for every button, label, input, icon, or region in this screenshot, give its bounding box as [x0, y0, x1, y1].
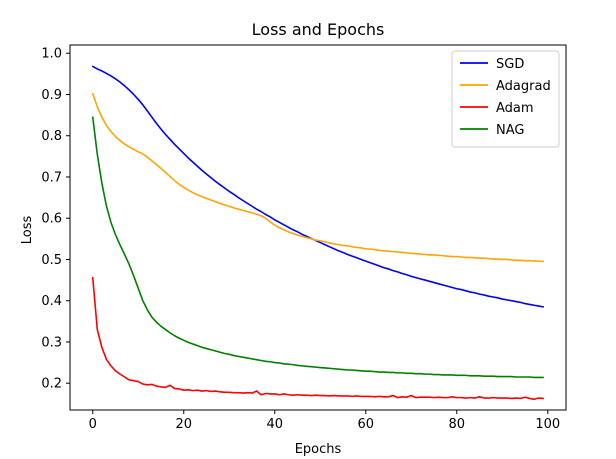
- x-tick-label: 40: [266, 417, 283, 432]
- axes-frame: [69, 44, 567, 411]
- y-tick-label: 0.4: [41, 294, 62, 309]
- x-tick-label: 60: [358, 417, 375, 432]
- legend-box: [451, 50, 560, 148]
- y-tick-label: 0.3: [41, 335, 62, 350]
- series-line-sgd: [91, 65, 545, 308]
- y-axis-title: Loss: [20, 216, 35, 245]
- chart-title: Loss and Epochs: [252, 20, 385, 39]
- series-line-adam: [91, 276, 545, 401]
- x-tick-label: 20: [175, 417, 192, 432]
- legend: SGD Adagrad Adam NAG: [451, 50, 560, 148]
- y-tick-label: 0.5: [41, 253, 62, 268]
- legend-label-nag: NAG: [496, 123, 524, 138]
- axes: 0 20 40 60 80 100 0.2 0.3 0.4 0.5 0.6 0.7 0.8 0.9 1.0: [41, 44, 567, 432]
- x-axis-title: Epochs: [295, 442, 342, 457]
- x-tick-label: 80: [449, 417, 466, 432]
- legend-label-adam: Adam: [496, 101, 534, 116]
- x-tick-label: 100: [535, 417, 560, 432]
- y-tick-label: 0.8: [41, 129, 62, 144]
- y-tick-label: 0.9: [41, 88, 62, 103]
- legend-label-sgd: SGD: [496, 57, 524, 72]
- y-tick-label: 1.0: [41, 47, 62, 62]
- y-tick-label: 0.7: [41, 170, 62, 185]
- series-line-nag: [91, 116, 545, 379]
- y-tick-label: 0.6: [41, 212, 62, 227]
- plot-area: [91, 65, 545, 401]
- series-line-adagrad: [91, 92, 545, 263]
- y-tick-label: 0.2: [41, 377, 62, 392]
- legend-label-adagrad: Adagrad: [496, 79, 551, 94]
- x-tick-label: 0: [89, 417, 97, 432]
